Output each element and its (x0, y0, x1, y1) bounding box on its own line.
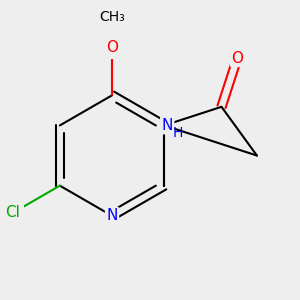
Text: N: N (106, 208, 118, 223)
Text: N: N (161, 118, 173, 133)
Text: H: H (172, 126, 183, 140)
Text: CH₃: CH₃ (99, 10, 125, 24)
Text: Cl: Cl (5, 205, 20, 220)
Text: O: O (231, 51, 243, 66)
Text: O: O (106, 40, 118, 55)
